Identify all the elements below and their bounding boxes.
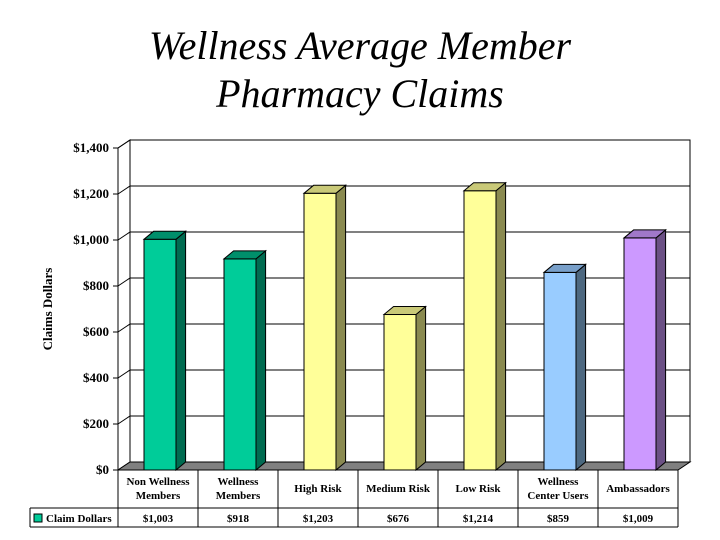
bar-top xyxy=(542,263,587,273)
chart-title-line-2: Pharmacy Claims xyxy=(216,71,504,116)
bar-front xyxy=(303,192,337,471)
bar-front xyxy=(623,237,657,471)
legend-swatch xyxy=(33,513,43,523)
y-tick-label: $0 xyxy=(96,462,109,477)
data-value-label: $1,009 xyxy=(623,513,654,525)
category-label: Center Users xyxy=(527,490,589,502)
bar-side xyxy=(255,249,267,472)
bar-side xyxy=(655,228,667,472)
bar-top xyxy=(302,184,347,194)
data-value-label: $1,214 xyxy=(463,513,494,525)
bar-side xyxy=(335,184,347,472)
bar-front xyxy=(463,190,497,471)
bar-front xyxy=(143,238,177,471)
bar-top xyxy=(462,182,507,192)
bar-front xyxy=(223,258,257,471)
gridline xyxy=(117,139,690,149)
y-tick-label: $1,000 xyxy=(73,232,109,247)
y-tick-label: $400 xyxy=(83,370,109,385)
legend-label: Claim Dollars xyxy=(46,513,112,525)
category-label: High Risk xyxy=(294,483,342,495)
bar-front xyxy=(543,271,577,471)
bar-side xyxy=(575,263,587,472)
bar-top xyxy=(222,250,267,260)
category-label: Ambassadors xyxy=(606,483,670,495)
data-value-label: $1,203 xyxy=(303,513,334,525)
data-value-label: $859 xyxy=(547,513,570,525)
y-tick-label: $200 xyxy=(83,416,109,431)
category-label: Wellness xyxy=(218,476,260,488)
bar-side xyxy=(175,230,187,472)
bar-side xyxy=(415,305,427,472)
y-tick-label: $1,400 xyxy=(73,140,109,155)
y-tick-label: $800 xyxy=(83,278,109,293)
bar-top xyxy=(142,230,187,240)
category-label: Members xyxy=(216,490,261,502)
bar-side xyxy=(495,181,507,472)
y-tick-label: $600 xyxy=(83,324,109,339)
data-value-label: $918 xyxy=(227,513,250,525)
y-tick-label: $1,200 xyxy=(73,186,109,201)
bar-front xyxy=(383,314,417,471)
category-label: Wellness xyxy=(538,476,580,488)
bar-top xyxy=(622,229,667,239)
chart-title-line-1: Wellness Average Member xyxy=(148,23,572,68)
category-label: Members xyxy=(136,490,181,502)
y-axis-label: Claims Dollars xyxy=(40,268,55,351)
category-label: Medium Risk xyxy=(366,483,431,495)
category-label: Non Wellness xyxy=(126,476,190,488)
data-value-label: $676 xyxy=(387,513,410,525)
data-value-label: $1,003 xyxy=(143,513,174,525)
bar-top xyxy=(382,306,427,316)
category-label: Low Risk xyxy=(456,483,502,495)
chart-title: Wellness Average Member Pharmacy Claims xyxy=(0,22,720,118)
